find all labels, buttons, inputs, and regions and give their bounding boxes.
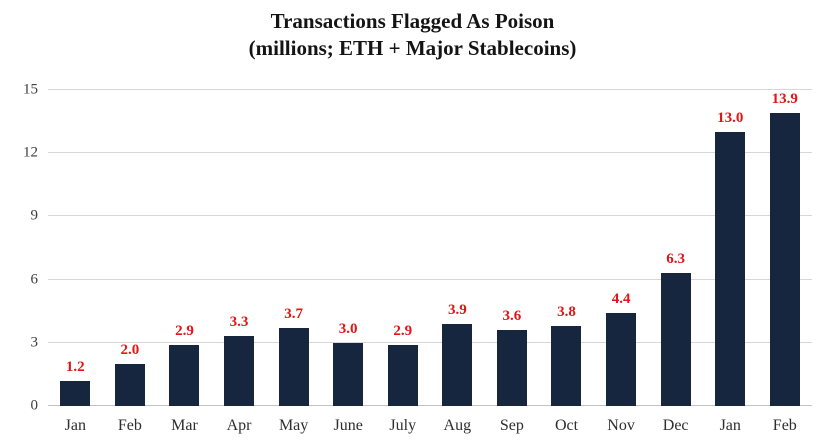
x-axis-tick-label: Apr: [226, 417, 252, 434]
y-axis-tick-label: 15: [23, 81, 38, 98]
bar: [442, 323, 473, 406]
x-axis-tick-label: Dec: [662, 417, 689, 434]
bar-group: 3.7: [266, 90, 321, 406]
bar-value-label: 1.2: [65, 358, 85, 375]
bar: [224, 336, 255, 406]
bar: [114, 363, 145, 406]
bar-value-label: 3.9: [447, 301, 467, 318]
bar-group: 13.9: [758, 90, 813, 406]
x-axis-tick-label: Nov: [607, 417, 635, 434]
x-axis-tick-label: June: [333, 417, 363, 434]
bar-group: 4.4: [594, 90, 649, 406]
bar-value-label: 2.0: [120, 341, 140, 358]
bar: [60, 380, 91, 406]
bar-value-label: 3.0: [338, 320, 358, 337]
bar-value-label: 4.4: [611, 291, 631, 308]
gridline: [48, 215, 812, 217]
bar-group: 2.9: [375, 90, 430, 406]
x-axis-tick-label: Feb: [772, 417, 797, 434]
bar: [769, 113, 800, 406]
bar: [715, 132, 746, 406]
gridline: [48, 341, 812, 343]
gridline: [48, 152, 812, 154]
chart-title-line-2: (millions; ETH + Major Stablecoins): [248, 36, 577, 61]
gridline: [48, 405, 812, 406]
bar: [387, 344, 418, 406]
bar-value-label: 3.7: [284, 306, 303, 323]
y-axis-tick-label: 9: [30, 207, 39, 224]
chart-title: Transactions Flagged As Poison (millions…: [0, 8, 825, 63]
bars-layer: 1.2 2.0 2.9 3.3 3.7 3.0 2.9 3.9 3.6 3.8 4.4 6.3 13.0…: [48, 90, 812, 406]
gridline: [48, 89, 812, 90]
bar-value-label: 2.9: [175, 322, 194, 339]
bar-group: 3.3: [212, 90, 267, 406]
x-axis-tick-label: Jan: [719, 417, 741, 434]
bar-group: 2.0: [103, 90, 158, 406]
bar-group: 2.9: [157, 90, 212, 406]
x-axis-tick-label: Sep: [499, 417, 524, 434]
bar-value-label: 3.8: [557, 303, 576, 320]
bar-value-label: 13.9: [771, 91, 798, 108]
bar-value-label: 3.6: [502, 308, 522, 325]
x-axis-tick-label: May: [278, 417, 309, 434]
bar-value-label: 6.3: [666, 251, 686, 268]
bar-value-label: 13.0: [717, 110, 744, 127]
bar: [606, 313, 637, 406]
x-axis-tick-label: Feb: [117, 417, 142, 434]
bar-group: 3.0: [321, 90, 376, 406]
bar-group: 3.8: [539, 90, 594, 406]
bar-group: 6.3: [648, 90, 703, 406]
x-axis-tick-label: July: [389, 417, 417, 434]
x-axis-tick-label: Oct: [554, 417, 579, 434]
bar-group: 1.2: [48, 90, 103, 406]
gridline: [48, 278, 812, 280]
bar: [496, 330, 527, 406]
bar-group: 3.9: [430, 90, 485, 406]
bar: [551, 325, 582, 406]
bar-group: 13.0: [703, 90, 758, 406]
x-axis: Jan Feb Mar Apr May June July Aug Sep Oct Nov Dec Ja…: [48, 415, 812, 437]
y-axis-tick-label: 12: [23, 144, 38, 161]
bar-value-label: 3.3: [229, 314, 249, 331]
plot-area: 1.2 2.0 2.9 3.3 3.7 3.0 2.9 3.9 3.6 3.8 4.4 6.3 13.0…: [48, 89, 812, 406]
bar-value-label: 2.9: [393, 322, 413, 339]
y-axis-tick-label: 0: [30, 397, 39, 414]
bar: [278, 328, 309, 406]
x-axis-tick-label: Mar: [171, 417, 198, 434]
x-axis-tick-label: Aug: [443, 417, 472, 434]
y-axis-tick-label: 3: [30, 334, 39, 351]
bar: [169, 344, 200, 406]
x-axis-tick-label: Jan: [64, 417, 86, 434]
chart-title-line-1: Transactions Flagged As Poison: [270, 9, 555, 33]
y-axis-tick-label: 6: [30, 271, 39, 288]
bar: [660, 273, 691, 406]
bar-group: 3.6: [485, 90, 540, 406]
bar: [333, 342, 364, 406]
